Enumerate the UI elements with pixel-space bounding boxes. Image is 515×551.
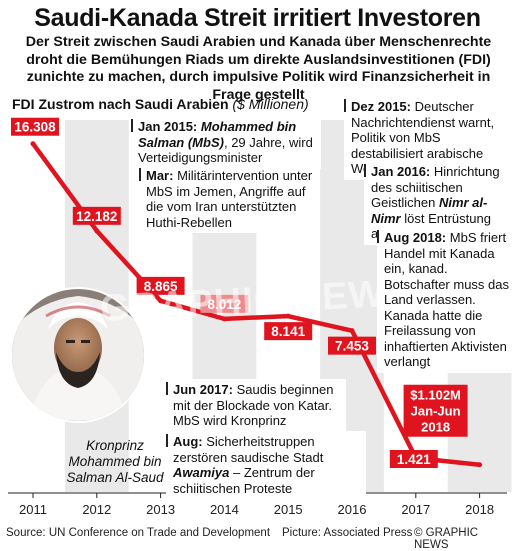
data-point: [477, 462, 483, 468]
value-label: 2018: [421, 420, 450, 435]
value-label-box: [328, 336, 376, 355]
value-label-box: [403, 384, 468, 437]
annotation-rule: [377, 230, 379, 243]
value-label-box: [200, 294, 249, 313]
value-label: 8.141: [271, 324, 305, 339]
annotation-text: Saudis beginnen mit der Blockade von Kat…: [173, 382, 334, 428]
annotation-text: – Zentrum der schiitischen Proteste: [173, 465, 315, 496]
headline: Saudi-Kanada Streit irritiert Investoren: [34, 4, 481, 32]
data-point: [349, 328, 355, 334]
x-axis: 2011 2012 2013 2014 2015 2016 2017 2018: [8, 492, 507, 517]
value-label-box: [136, 276, 185, 295]
x-tick-label: 2018: [465, 502, 494, 517]
annotation-name: Nimr al-Nimr: [371, 195, 488, 226]
x-tick-label: 2014: [210, 502, 239, 517]
value-label-box: [264, 322, 313, 341]
value-label: 7.453: [335, 339, 369, 354]
annotation-text: MbS friert Handel mit Kanada ein, kanad.…: [384, 230, 509, 369]
value-label: 8.012: [208, 297, 242, 312]
annotation-text: Sicherheitstruppen zerstören saudische S…: [173, 434, 324, 465]
picture-credit: Picture: Associated Press: [282, 527, 413, 539]
x-tick-label: 2012: [82, 502, 111, 517]
annotation-name: Awamiya: [173, 465, 230, 480]
caption-line: Salman Al-Saud: [66, 470, 164, 485]
annotation-rule: [131, 119, 133, 132]
portrait-icon: [10, 287, 146, 423]
annotation-date: Dez 2015:: [351, 99, 411, 114]
annotation-rule: [344, 99, 346, 112]
annotation-rule: [139, 168, 141, 181]
annotation-name: Mohammed bin Salman (MbS): [138, 119, 297, 150]
value-label-box: [72, 206, 121, 225]
deck: Der Streit zwischen Saudi Arabien und Ka…: [25, 34, 492, 103]
annotation-rule: [166, 434, 168, 447]
chart-title-text: FDI Zustrom nach Saudi Arabien: [12, 96, 229, 112]
value-label-box: [389, 450, 438, 469]
source-credit: Source: UN Conference on Trade and Devel…: [6, 527, 271, 539]
value-label: 16.308: [14, 120, 56, 135]
annotation-jan-2016: Jan 2016: Hinrichtung des schiitischen G…: [364, 161, 514, 245]
annotation-aug-2018: Aug 2018: MbS friert Handel mit Kanada e…: [377, 227, 514, 373]
annotation-mar-2015: Mar: Militärintervention unter MbS im Je…: [139, 165, 319, 233]
data-point: [94, 228, 100, 234]
value-label: 12.182: [76, 209, 117, 224]
data-point: [285, 313, 291, 319]
x-tick-label: 2016: [338, 502, 367, 517]
value-label: 8.865: [144, 279, 178, 294]
x-tick-label: 2011: [19, 502, 47, 517]
annotation-date: Mar:: [146, 168, 174, 183]
annotation-date: Jan 2015:: [138, 119, 198, 134]
chart-unit: ($ Millionen): [232, 96, 309, 112]
portrait-caption: Kronprinz Mohammed bin Salman Al-Saud: [40, 438, 190, 486]
annotation-date: Jan 2016:: [371, 164, 431, 179]
annotation-aug-2017: Aug: Sicherheitstruppen zerstören saudis…: [166, 431, 366, 499]
annotation-text: Hinrichtung des schiitischen Geistlichen: [371, 164, 500, 210]
value-label: 1.421: [397, 452, 431, 467]
fdi-points: 16.308 12.182 8.865 8.012 8.141 7.453 1.421 $1.…: [11, 117, 483, 469]
caption-line: Mohammed bin: [68, 454, 162, 469]
chart-title: FDI Zustrom nach Saudi Arabien ($ Millio…: [12, 96, 309, 112]
x-tick-label: 2017: [401, 502, 430, 517]
annotation-text: Militärintervention unter MbS im Jemen, …: [146, 168, 313, 230]
annotation-jan-2015: Jan 2015: Mohammed bin Salman (MbS), 29 …: [131, 116, 321, 169]
annotation-rule: [166, 382, 168, 395]
publisher-credit: © GRAPHIC NEWS: [414, 527, 479, 551]
value-label: Jan-Jun: [411, 404, 461, 419]
data-point: [30, 141, 36, 147]
annotation-date: Aug:: [173, 434, 203, 449]
annotation-date: Aug 2018:: [384, 230, 447, 245]
annotation-jun-2017: Jun 2017: Saudis beginnen mit der Blocka…: [166, 379, 346, 432]
value-label: $1.102M: [410, 388, 461, 403]
x-tick-label: 2015: [274, 502, 303, 517]
fdi-series-line: [30, 141, 482, 467]
data-point: [221, 316, 227, 322]
value-label-box: [11, 117, 59, 136]
annotation-text: , 29 Jahre, wird Verteidigungsminister: [138, 134, 313, 166]
x-tick-label: 2013: [146, 502, 175, 517]
footer: Source: UN Conference on Trade and Devel…: [0, 526, 515, 551]
annotation-date: Jun 2017:: [173, 382, 233, 397]
caption-line: Kronprinz: [86, 438, 144, 453]
annotation-rule: [364, 164, 366, 177]
data-point: [158, 298, 164, 304]
